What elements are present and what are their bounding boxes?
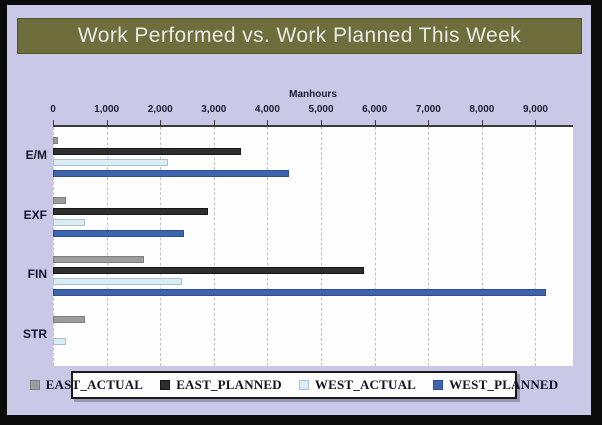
category-label: EXF <box>23 207 47 222</box>
legend-swatch <box>433 380 444 390</box>
legend-label: WEST_PLANNED <box>449 377 559 392</box>
x-tick-mark <box>160 120 162 125</box>
x-tick-mark <box>106 120 108 125</box>
bar <box>53 267 364 275</box>
gridline <box>374 127 376 366</box>
bar <box>53 289 547 297</box>
page-title: Work Performed vs. Work Planned This Wee… <box>17 18 582 54</box>
x-axis-title: Manhours <box>289 89 337 100</box>
bar-group <box>53 247 573 307</box>
bar <box>53 207 209 215</box>
bar <box>53 256 145 264</box>
gridline <box>106 127 108 366</box>
legend-item: EAST_PLANNED <box>160 377 282 393</box>
bar <box>53 158 169 166</box>
x-tick-label: 4,000 <box>254 104 280 115</box>
x-tick-label: 8,000 <box>469 104 495 115</box>
x-tick-label: 2,000 <box>147 104 173 115</box>
legend-swatch <box>160 380 171 390</box>
gridline <box>428 127 430 366</box>
gridline <box>481 127 483 366</box>
legend-item: WEST_PLANNED <box>433 377 558 393</box>
bar-group <box>53 127 573 187</box>
plot-area <box>53 120 573 366</box>
bar <box>53 338 66 346</box>
bar <box>53 196 67 204</box>
x-tick-label: 0 <box>50 104 56 115</box>
legend-swatch <box>29 380 40 390</box>
bar <box>53 218 86 226</box>
x-tick-mark <box>374 120 376 125</box>
gridline <box>53 127 54 366</box>
bar <box>53 316 86 324</box>
x-tick-mark <box>213 120 215 125</box>
legend-label: WEST_ACTUAL <box>314 377 417 392</box>
bar <box>53 278 182 286</box>
legend-label: EAST_ACTUAL <box>45 377 144 392</box>
gridline <box>160 127 162 366</box>
gridline <box>321 127 323 366</box>
y-axis-category-labels: E/M EXF FIN STR <box>7 125 47 364</box>
x-tick-mark <box>53 120 54 125</box>
legend-item: WEST_ACTUAL <box>298 377 417 393</box>
legend-item: EAST_ACTUAL <box>29 377 144 393</box>
gridline <box>213 127 215 366</box>
legend-label: EAST_PLANNED <box>176 377 282 392</box>
category-label: E/M <box>25 147 47 162</box>
x-tick-label: 9,000 <box>522 104 548 115</box>
bar-group <box>53 306 573 366</box>
x-tick-mark <box>321 120 323 125</box>
x-tick-label: 7,000 <box>415 104 441 115</box>
x-tick-label: 5,000 <box>308 104 334 115</box>
report-background: Work Performed vs. Work Planned This Wee… <box>7 5 591 415</box>
bar <box>53 136 59 144</box>
category-label: FIN <box>27 267 47 282</box>
x-axis-tick-labels: 0 1,000 2,000 3,000 4,000 5,000 6,000 7,000 8,00… <box>50 104 573 118</box>
gridline <box>535 127 537 366</box>
x-tick-label: 1,000 <box>94 104 120 115</box>
x-tick-mark <box>535 120 537 125</box>
bar-group <box>53 187 573 247</box>
bar <box>53 147 241 155</box>
x-tick-mark <box>267 120 269 125</box>
bar <box>53 169 289 177</box>
x-tick-label: 3,000 <box>201 104 227 115</box>
legend: EAST_ACTUAL EAST_PLANNED WEST_ACTUAL WEST_P… <box>29 371 558 399</box>
x-tick-mark <box>481 120 483 125</box>
legend-swatch <box>298 380 309 390</box>
bar <box>53 229 185 237</box>
category-label: STR <box>23 327 47 342</box>
gridline <box>267 127 269 366</box>
x-tick-label: 6,000 <box>362 104 388 115</box>
x-tick-mark <box>428 120 430 125</box>
